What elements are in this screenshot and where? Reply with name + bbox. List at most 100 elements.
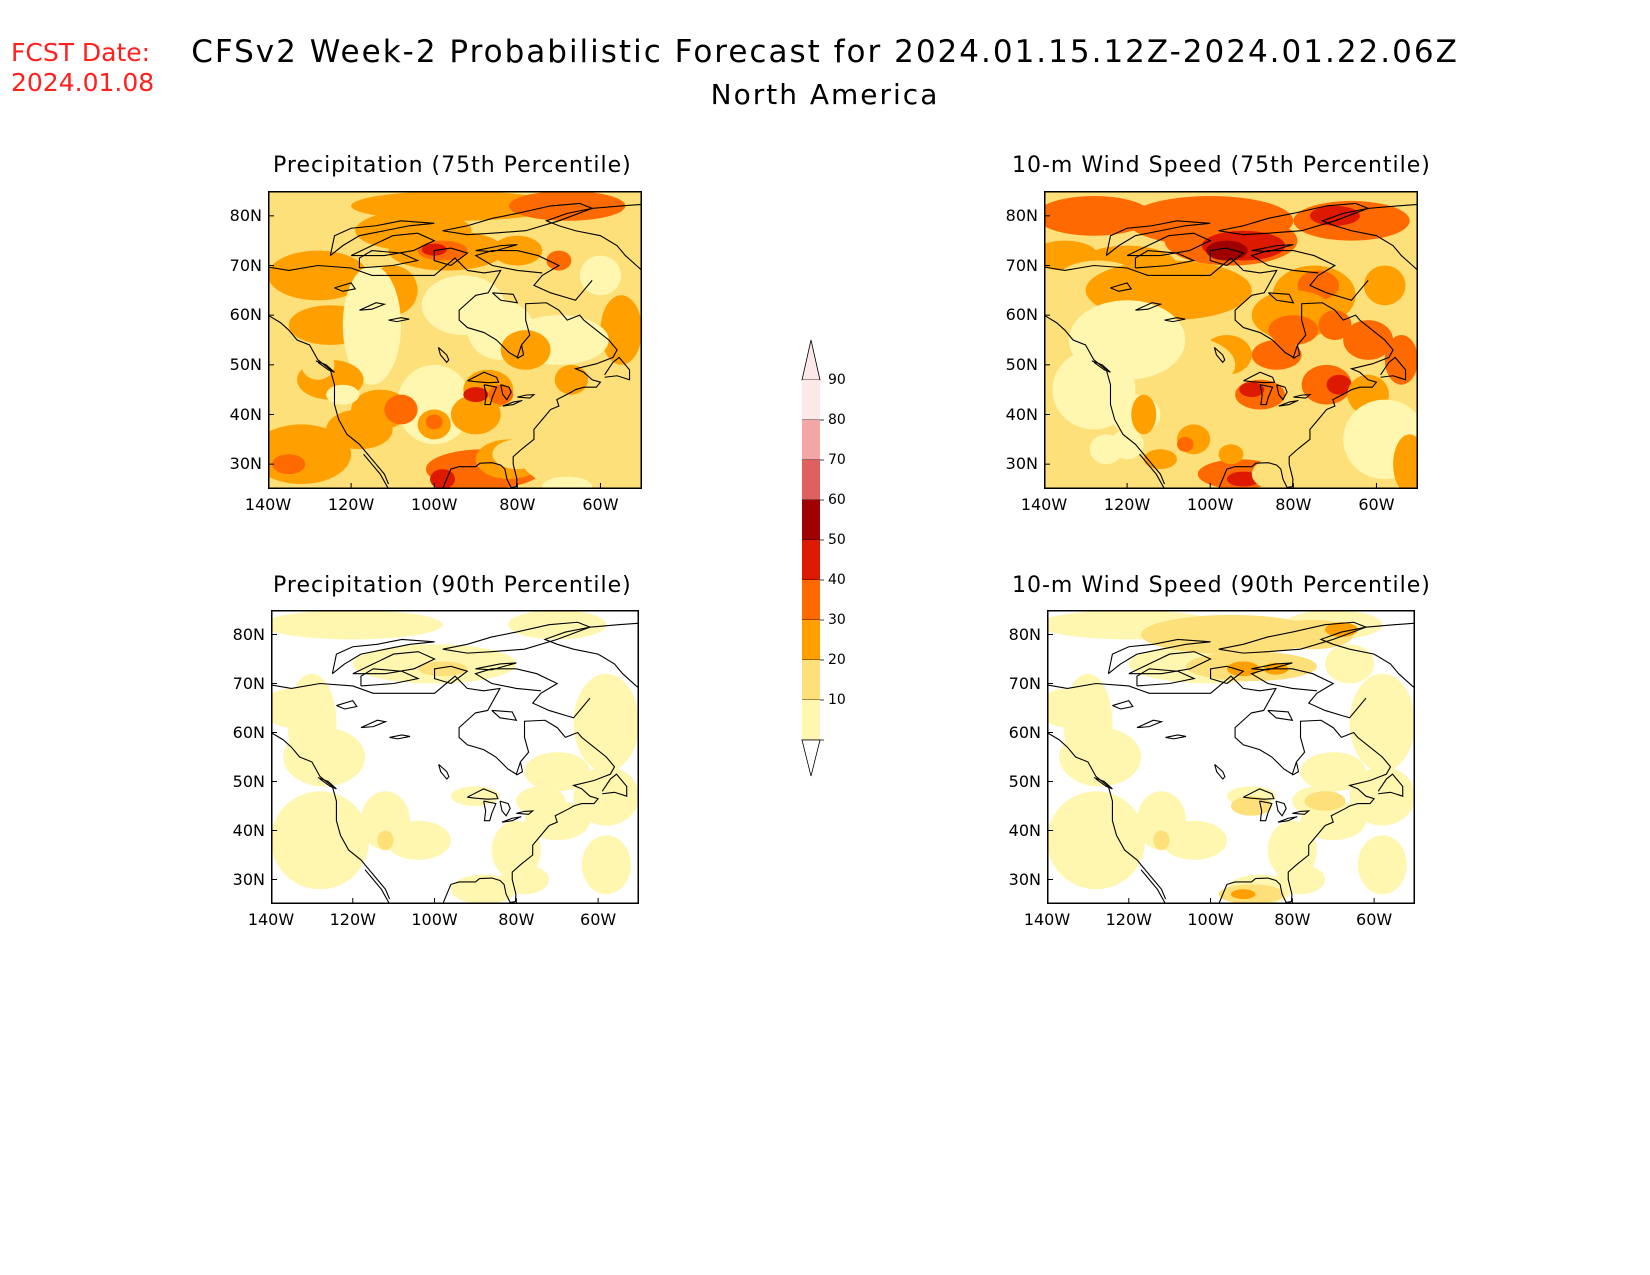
probability-contour-patch	[418, 661, 468, 677]
probability-contour-patch	[1231, 889, 1256, 900]
coastline	[474, 250, 593, 301]
coastline	[1278, 400, 1299, 407]
colorbar-segment	[802, 700, 820, 740]
coastline	[317, 777, 337, 790]
coastline	[1047, 732, 1167, 900]
probability-contour-patch	[1268, 315, 1319, 345]
probability-contour-patch	[342, 265, 401, 385]
probability-contour-patch	[421, 243, 447, 256]
lat-tick-label: 40N	[232, 820, 265, 840]
probability-contour-patch	[1044, 195, 1153, 236]
coastline	[1380, 356, 1407, 381]
probability-contour-patch	[1251, 454, 1335, 489]
lat-tick-label: 50N	[1005, 354, 1038, 374]
coastline	[360, 719, 388, 729]
coastline	[516, 810, 535, 815]
coastline	[516, 761, 524, 776]
coastline	[1210, 665, 1245, 685]
coastline	[388, 317, 410, 323]
lat-tick-label: 50N	[229, 354, 262, 374]
lon-tick-label: 60W	[580, 910, 617, 929]
colorbar-label: 60	[828, 492, 846, 508]
lon-tick-label: 100W	[411, 910, 458, 929]
lon-tick-label: 140W	[1023, 910, 1071, 929]
coastline	[1112, 700, 1134, 710]
map-frame	[268, 191, 642, 489]
probability-contour-patch	[384, 394, 418, 425]
coastline	[1110, 282, 1133, 292]
colorbar-label: 80	[828, 412, 846, 428]
probability-contour-patch	[1304, 791, 1346, 811]
coastline	[1107, 638, 1211, 675]
coastline	[1259, 384, 1274, 406]
map-frame	[271, 610, 639, 904]
lat-tick-label: 60N	[232, 722, 265, 742]
coastline	[442, 202, 594, 236]
lon-tick-label: 80W	[1275, 495, 1312, 514]
coastline	[1275, 800, 1287, 817]
map-precip-75	[268, 191, 642, 489]
coastline	[1136, 668, 1196, 687]
lat-tick-label: 50N	[1008, 771, 1041, 791]
lat-tick-label: 40N	[1005, 404, 1038, 424]
coastline	[1251, 244, 1294, 253]
coastline	[1139, 453, 1165, 489]
coastline	[1213, 347, 1226, 364]
coastline	[1165, 734, 1187, 740]
probability-contour-patch	[581, 835, 631, 895]
map-wind-75	[1044, 191, 1418, 489]
colorbar-segment	[802, 380, 820, 420]
probability-contour-patch	[1218, 444, 1244, 465]
probability-contour-patch	[334, 414, 368, 435]
probability-contour-patch	[1161, 820, 1227, 860]
fcst-label: FCST Date:	[11, 38, 151, 67]
colorbar-bottom-arrow	[801, 739, 821, 777]
coastline	[334, 282, 357, 292]
coastline	[604, 356, 631, 381]
panel-title-precip-75: Precipitation (75th Percentile)	[273, 153, 632, 178]
probability-contour-patch	[377, 830, 394, 851]
coastline	[1218, 202, 1370, 236]
coastline	[1250, 250, 1369, 301]
coastline	[544, 203, 642, 271]
coastline	[492, 292, 519, 304]
coastline	[360, 668, 420, 687]
lon-tick-label: 80W	[1274, 910, 1311, 929]
coastline	[483, 384, 498, 406]
coastline	[1134, 250, 1196, 269]
colorbar: 90 80 70 60 50 40 30 20 10	[800, 330, 870, 784]
colorbar-segment	[802, 620, 820, 660]
colorbar-segment	[802, 660, 820, 700]
coastline	[1140, 869, 1167, 904]
probability-contour-patch	[1131, 394, 1157, 435]
probability-contour-patch	[516, 786, 566, 816]
lon-tick-label: 120W	[1103, 495, 1151, 514]
map-wind-90	[1047, 610, 1415, 904]
lat-tick-label: 80N	[229, 205, 262, 225]
coastline	[350, 232, 436, 257]
coastline	[1093, 777, 1113, 790]
probability-contour-patch	[271, 610, 443, 640]
probability-contour-patch	[396, 364, 472, 445]
lat-tick-label: 50N	[232, 771, 265, 791]
coastline	[1164, 317, 1186, 323]
page-subtitle: North America	[710, 78, 940, 111]
lon-tick-label: 100W	[1187, 910, 1234, 929]
coastline	[601, 773, 628, 797]
coastline	[1267, 709, 1294, 721]
coastline	[1276, 384, 1288, 401]
coastline	[501, 816, 522, 823]
probability-contour-patch	[1059, 727, 1142, 787]
coastline	[1218, 621, 1368, 654]
lon-tick-label: 100W	[1187, 495, 1234, 514]
coastline	[467, 788, 499, 800]
coastline	[1136, 719, 1164, 729]
colorbar-label: 10	[828, 692, 846, 708]
coastline	[331, 638, 435, 675]
probability-contour-patch	[524, 752, 590, 792]
colorbar-label: 20	[828, 652, 846, 668]
coastline	[271, 732, 391, 900]
colorbar-top-arrow	[801, 339, 821, 381]
lat-tick-label: 30N	[229, 454, 262, 474]
lat-tick-label: 30N	[1005, 454, 1038, 474]
